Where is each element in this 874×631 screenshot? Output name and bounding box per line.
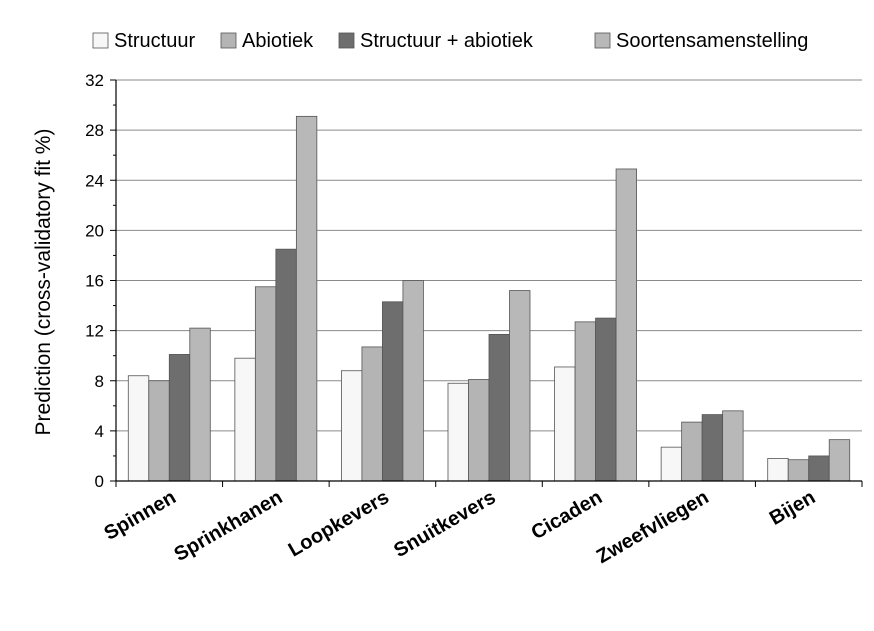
y-tick-label: 24 xyxy=(85,171,104,190)
bar-loopkevers-soortensamenstelling xyxy=(402,280,424,482)
y-tick-label: 20 xyxy=(85,221,104,240)
bar-spinnen-abiotiek xyxy=(148,380,170,482)
bar-snuitkevers-soortensamenstelling xyxy=(509,290,531,482)
legend-swatch-structuur xyxy=(92,32,109,49)
y-tick-label: 32 xyxy=(85,71,104,90)
bar-sprinkhanen-soortensamenstelling xyxy=(295,115,318,482)
y-tick-label: 28 xyxy=(85,121,104,140)
x-label-bijen: Bijen xyxy=(766,486,819,530)
y-tick-label: 8 xyxy=(95,372,104,391)
bar-spinnen-structuur-abiotiek xyxy=(168,354,191,482)
bar-cicaden-structuur xyxy=(554,366,576,482)
legend-swatch-structuur-abiotiek xyxy=(338,32,355,49)
bar-snuitkevers-structuur-abiotiek xyxy=(488,333,510,482)
bar-spinnen-structuur xyxy=(127,375,150,482)
x-label-zweefvliegen: Zweefvliegen xyxy=(593,486,713,568)
bar-bijen-abiotiek xyxy=(787,459,810,482)
bar-snuitkevers-structuur xyxy=(447,382,469,482)
axes xyxy=(110,79,863,487)
bar-zweefvliegen-soortensamenstelling xyxy=(722,410,744,482)
y-tick-label: 12 xyxy=(85,322,104,341)
x-label-loopkevers: Loopkevers xyxy=(285,486,393,561)
legend-label-structuur: Structuur xyxy=(114,30,195,52)
y-tick-label: 4 xyxy=(95,422,104,441)
bar-cicaden-soortensamenstelling xyxy=(615,168,637,482)
bar-loopkevers-abiotiek xyxy=(361,346,383,482)
bars xyxy=(127,115,851,482)
bar-sprinkhanen-structuur-abiotiek xyxy=(275,248,297,482)
x-label-spinnen: Spinnen xyxy=(100,486,179,544)
bar-snuitkevers-abiotiek xyxy=(468,379,490,482)
bar-bijen-structuur xyxy=(767,458,789,482)
x-label-sprinkhanen: Sprinkhanen xyxy=(170,486,286,566)
y-tick-label: 16 xyxy=(85,272,104,291)
legend-label-soortensamenstelling: Soortensamenstelling xyxy=(616,30,808,52)
legend-label-structuur-abiotiek: Structuur + abiotiek xyxy=(360,30,534,52)
bar-loopkevers-structuur xyxy=(341,370,363,482)
legend: Structuur Abiotiek Structuur + abiotiek Soo… xyxy=(92,30,808,52)
bar-bijen-structuur-abiotiek xyxy=(808,455,830,482)
y-tick-labels: 0 4 8 12 16 20 24 28 32 xyxy=(85,71,104,491)
y-axis-title: Prediction (cross-validatory fit %) xyxy=(32,129,55,436)
bar-bijen-soortensamenstelling xyxy=(828,439,851,482)
bar-cicaden-abiotiek xyxy=(574,321,596,482)
x-label-snuitkevers: Snuitkevers xyxy=(390,486,499,562)
bar-spinnen-soortensamenstelling xyxy=(189,327,211,482)
bar-zweefvliegen-structuur-abiotiek xyxy=(701,414,724,482)
legend-swatch-abiotiek xyxy=(220,32,237,49)
y-tick-label: 0 xyxy=(95,472,104,491)
bar-sprinkhanen-structuur xyxy=(234,357,256,482)
bar-zweefvliegen-abiotiek xyxy=(681,421,703,482)
legend-label-abiotiek: Abiotiek xyxy=(242,30,314,52)
x-label-cicaden: Cicaden xyxy=(528,486,606,544)
bar-sprinkhanen-abiotiek xyxy=(254,286,277,482)
bar-loopkevers-structuur-abiotiek xyxy=(382,301,404,482)
legend-swatch-soortensamenstelling xyxy=(594,32,611,49)
bar-cicaden-structuur-abiotiek xyxy=(595,317,617,482)
bar-zweefvliegen-structuur xyxy=(660,446,683,482)
